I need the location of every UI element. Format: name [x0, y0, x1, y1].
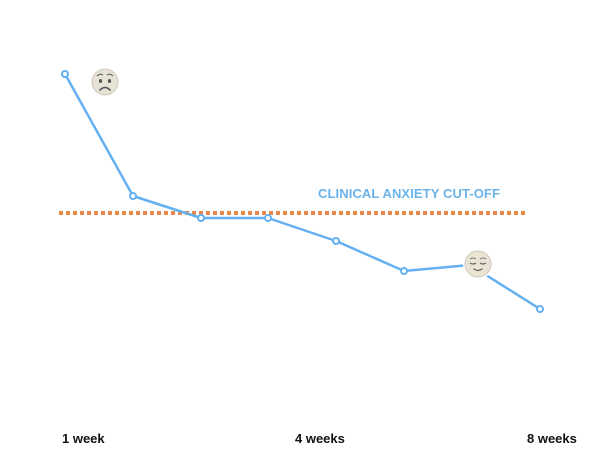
worried-face-icon	[90, 67, 120, 97]
data-point	[332, 237, 340, 245]
data-point	[536, 305, 544, 313]
data-point	[197, 214, 205, 222]
data-point	[264, 214, 272, 222]
data-point	[61, 70, 69, 78]
data-point-markers	[61, 70, 544, 313]
x-tick-label-1-week: 1 week	[62, 431, 105, 446]
relieved-face-icon	[463, 249, 493, 279]
x-tick-label-4-weeks: 4 weeks	[295, 431, 345, 446]
x-tick-label-8-weeks: 8 weeks	[527, 431, 577, 446]
data-point	[400, 267, 408, 275]
anxiety-series-line	[63, 72, 542, 311]
data-point	[129, 192, 137, 200]
clinical-cutoff-label: CLINICAL ANXIETY CUT-OFF	[318, 186, 500, 201]
